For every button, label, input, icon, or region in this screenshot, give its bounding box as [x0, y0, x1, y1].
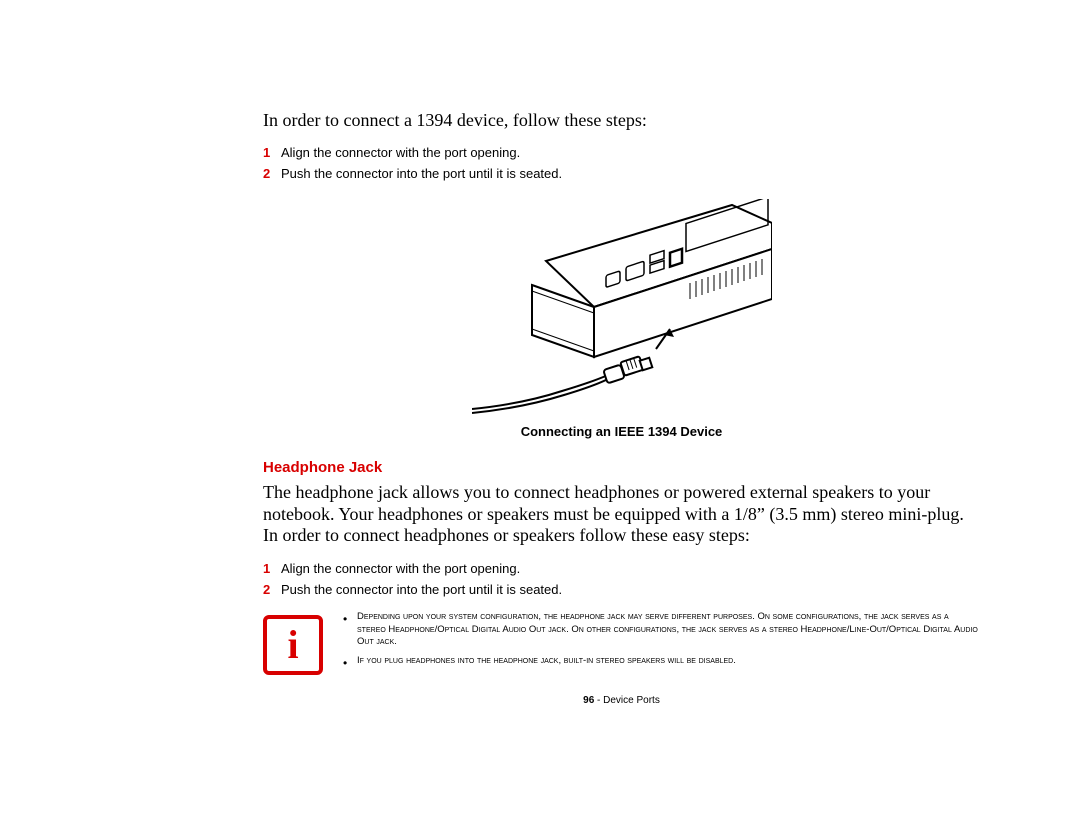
- footer-section: - Device Ports: [594, 695, 660, 706]
- step-number: 2: [263, 166, 281, 181]
- info-icon: i: [263, 615, 323, 675]
- page-footer: 96 - Device Ports: [263, 695, 980, 706]
- info-note: • Depending upon your system configurati…: [343, 611, 980, 649]
- steps-list-1: 1 Align the connector with the port open…: [263, 145, 980, 181]
- page-number: 96: [583, 695, 594, 706]
- figure-caption: Connecting an IEEE 1394 Device: [263, 424, 980, 439]
- step-number: 2: [263, 582, 281, 597]
- laptop-port-illustration: [472, 199, 772, 414]
- bullet-icon: •: [343, 655, 357, 671]
- step-item: 1 Align the connector with the port open…: [263, 561, 980, 576]
- step-item: 1 Align the connector with the port open…: [263, 145, 980, 160]
- bullet-icon: •: [343, 611, 357, 649]
- info-callout: i • Depending upon your system configura…: [263, 611, 980, 678]
- info-note: • If you plug headphones into the headph…: [343, 655, 980, 671]
- document-page: In order to connect a 1394 device, follo…: [0, 0, 1080, 736]
- step-number: 1: [263, 561, 281, 576]
- info-notes-list: • Depending upon your system configurati…: [343, 611, 980, 678]
- step-text: Push the connector into the port until i…: [281, 166, 562, 181]
- step-item: 2 Push the connector into the port until…: [263, 582, 980, 597]
- body-text-headphone: The headphone jack allows you to connect…: [263, 482, 980, 547]
- step-text: Align the connector with the port openin…: [281, 561, 520, 576]
- note-text: If you plug headphones into the headphon…: [357, 655, 980, 671]
- steps-list-2: 1 Align the connector with the port open…: [263, 561, 980, 597]
- step-text: Align the connector with the port openin…: [281, 145, 520, 160]
- figure-ieee1394: Connecting an IEEE 1394 Device: [263, 199, 980, 439]
- step-number: 1: [263, 145, 281, 160]
- intro-text: In order to connect a 1394 device, follo…: [263, 110, 980, 131]
- step-item: 2 Push the connector into the port until…: [263, 166, 980, 181]
- section-heading-headphone: Headphone Jack: [263, 459, 980, 476]
- step-text: Push the connector into the port until i…: [281, 582, 562, 597]
- note-text: Depending upon your system configuration…: [357, 611, 980, 649]
